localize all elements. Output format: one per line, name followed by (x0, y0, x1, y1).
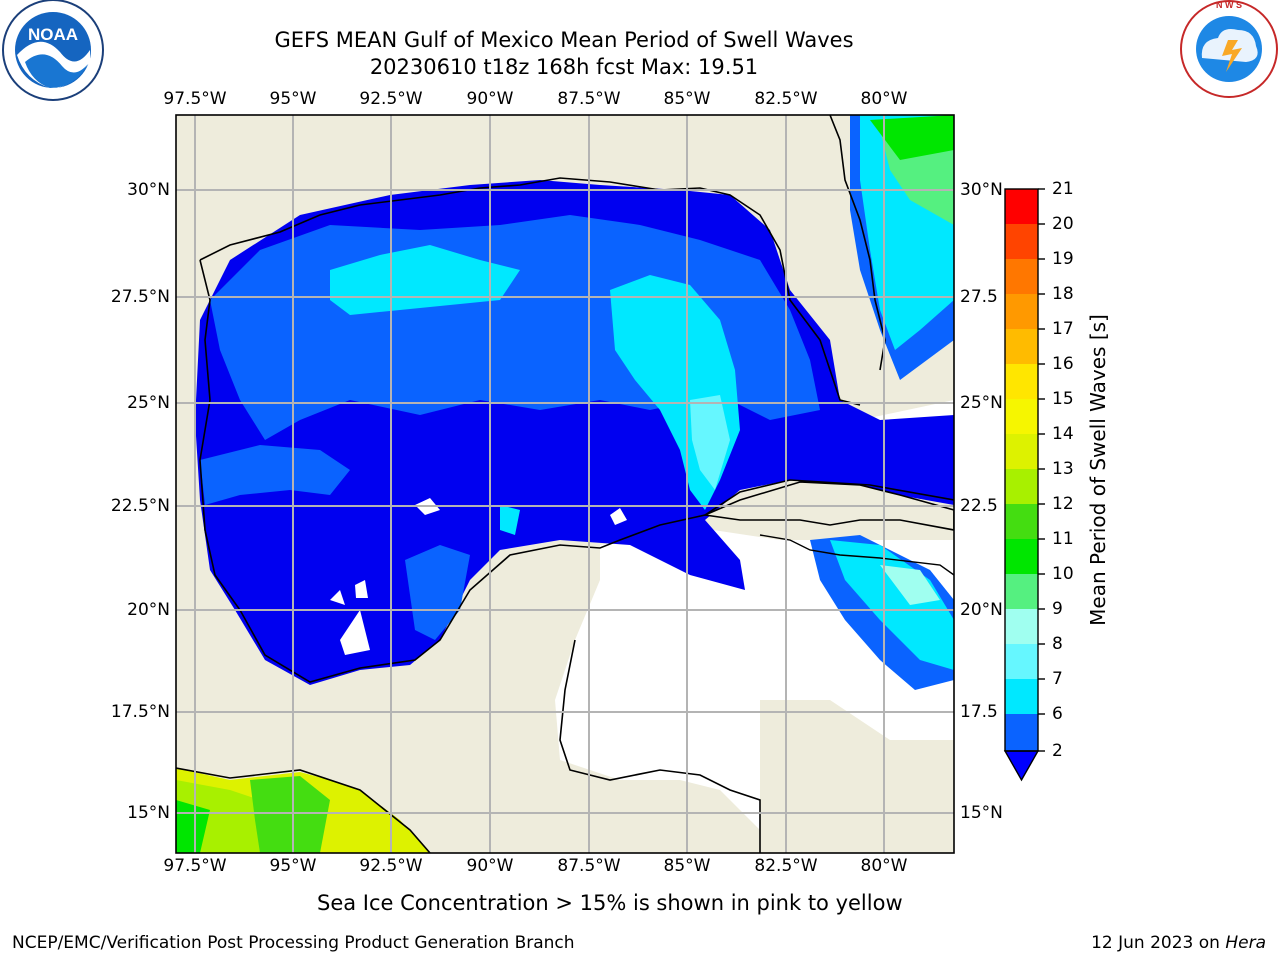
map-title: GEFS MEAN Gulf of Mexico Mean Period of … (274, 28, 854, 52)
colorbar-tick: 2 (1052, 741, 1063, 761)
lon-tick-bottom: 92.5°W (359, 856, 423, 876)
colorbar-tick: 15 (1052, 389, 1074, 409)
lon-tick-top: 97.5°W (163, 89, 227, 109)
lon-tick-top: 85°W (663, 89, 711, 109)
lat-tick-right: 30°N (960, 180, 1003, 200)
colorbar-tick: 21 (1052, 179, 1074, 199)
footer-date-text: 12 Jun 2023 on (1091, 933, 1220, 953)
sea-ice-note: Sea Ice Concentration > 15% is shown in … (317, 891, 903, 915)
lat-tick-left: 30°N (127, 180, 170, 200)
colorbar-label: Mean Period of Swell Waves [s] (1086, 314, 1110, 626)
lon-tick-bottom: 87.5°W (557, 856, 621, 876)
lat-tick-right: 27.5 (960, 287, 998, 307)
lon-tick-top: 80°W (860, 89, 908, 109)
lon-tick-top: 82.5°W (754, 89, 818, 109)
colorbar-tick: 14 (1052, 424, 1074, 444)
colorbar-tick: 20 (1052, 214, 1074, 234)
lon-tick-top: 92.5°W (359, 89, 423, 109)
lat-tick-right: 17.5 (960, 702, 998, 722)
colorbar-tick: 6 (1052, 704, 1063, 724)
lat-tick-left: 15°N (127, 803, 170, 823)
colorbar-tick: 12 (1052, 494, 1074, 514)
lon-tick-top: 95°W (269, 89, 317, 109)
map-subtitle: 20230610 t18z 168h fcst Max: 19.51 (369, 55, 759, 79)
colorbar-tick: 18 (1052, 284, 1074, 304)
lat-tick-left: 17.5°N (110, 702, 170, 722)
lon-tick-bottom: 90°W (466, 856, 514, 876)
colorbar-tick: 16 (1052, 354, 1074, 374)
lon-tick-top: 90°W (466, 89, 514, 109)
noaa-logo: NOAA (2, 0, 104, 101)
lat-tick-right: 22.5 (960, 496, 998, 516)
lat-tick-left: 22.5°N (110, 496, 170, 516)
graticule (176, 115, 954, 853)
colorbar (1003, 188, 1045, 782)
footer-machine: Hera (1225, 933, 1266, 953)
lat-tick-left: 27.5°N (110, 287, 170, 307)
svg-text:N W S: N W S (1216, 0, 1242, 10)
lat-tick-right: 20°N (960, 600, 1003, 620)
footer-credit: NCEP/EMC/Verification Post Processing Pr… (12, 933, 575, 953)
colorbar-tick: 8 (1052, 634, 1063, 654)
map-frame (175, 114, 955, 854)
colorbar-tick: 9 (1052, 599, 1063, 619)
colorbar-tick: 17 (1052, 319, 1074, 339)
lat-tick-right: 15°N (960, 803, 1003, 823)
lon-tick-bottom: 85°W (663, 856, 711, 876)
nws-logo: N W S (1180, 0, 1278, 98)
colorbar-tick: 7 (1052, 669, 1063, 689)
footer-date: 12 Jun 2023 on Hera (1091, 933, 1266, 953)
lat-tick-left: 25°N (127, 393, 170, 413)
svg-text:NOAA: NOAA (28, 25, 78, 44)
colorbar-tick: 11 (1052, 529, 1074, 549)
lon-tick-bottom: 82.5°W (754, 856, 818, 876)
lon-tick-bottom: 95°W (269, 856, 317, 876)
lon-tick-bottom: 80°W (860, 856, 908, 876)
lat-tick-left: 20°N (127, 600, 170, 620)
colorbar-tick: 10 (1052, 564, 1074, 584)
lon-tick-top: 87.5°W (557, 89, 621, 109)
colorbar-tick: 19 (1052, 249, 1074, 269)
lon-tick-bottom: 97.5°W (163, 856, 227, 876)
colorbar-tick: 13 (1052, 459, 1074, 479)
lat-tick-right: 25°N (960, 393, 1003, 413)
